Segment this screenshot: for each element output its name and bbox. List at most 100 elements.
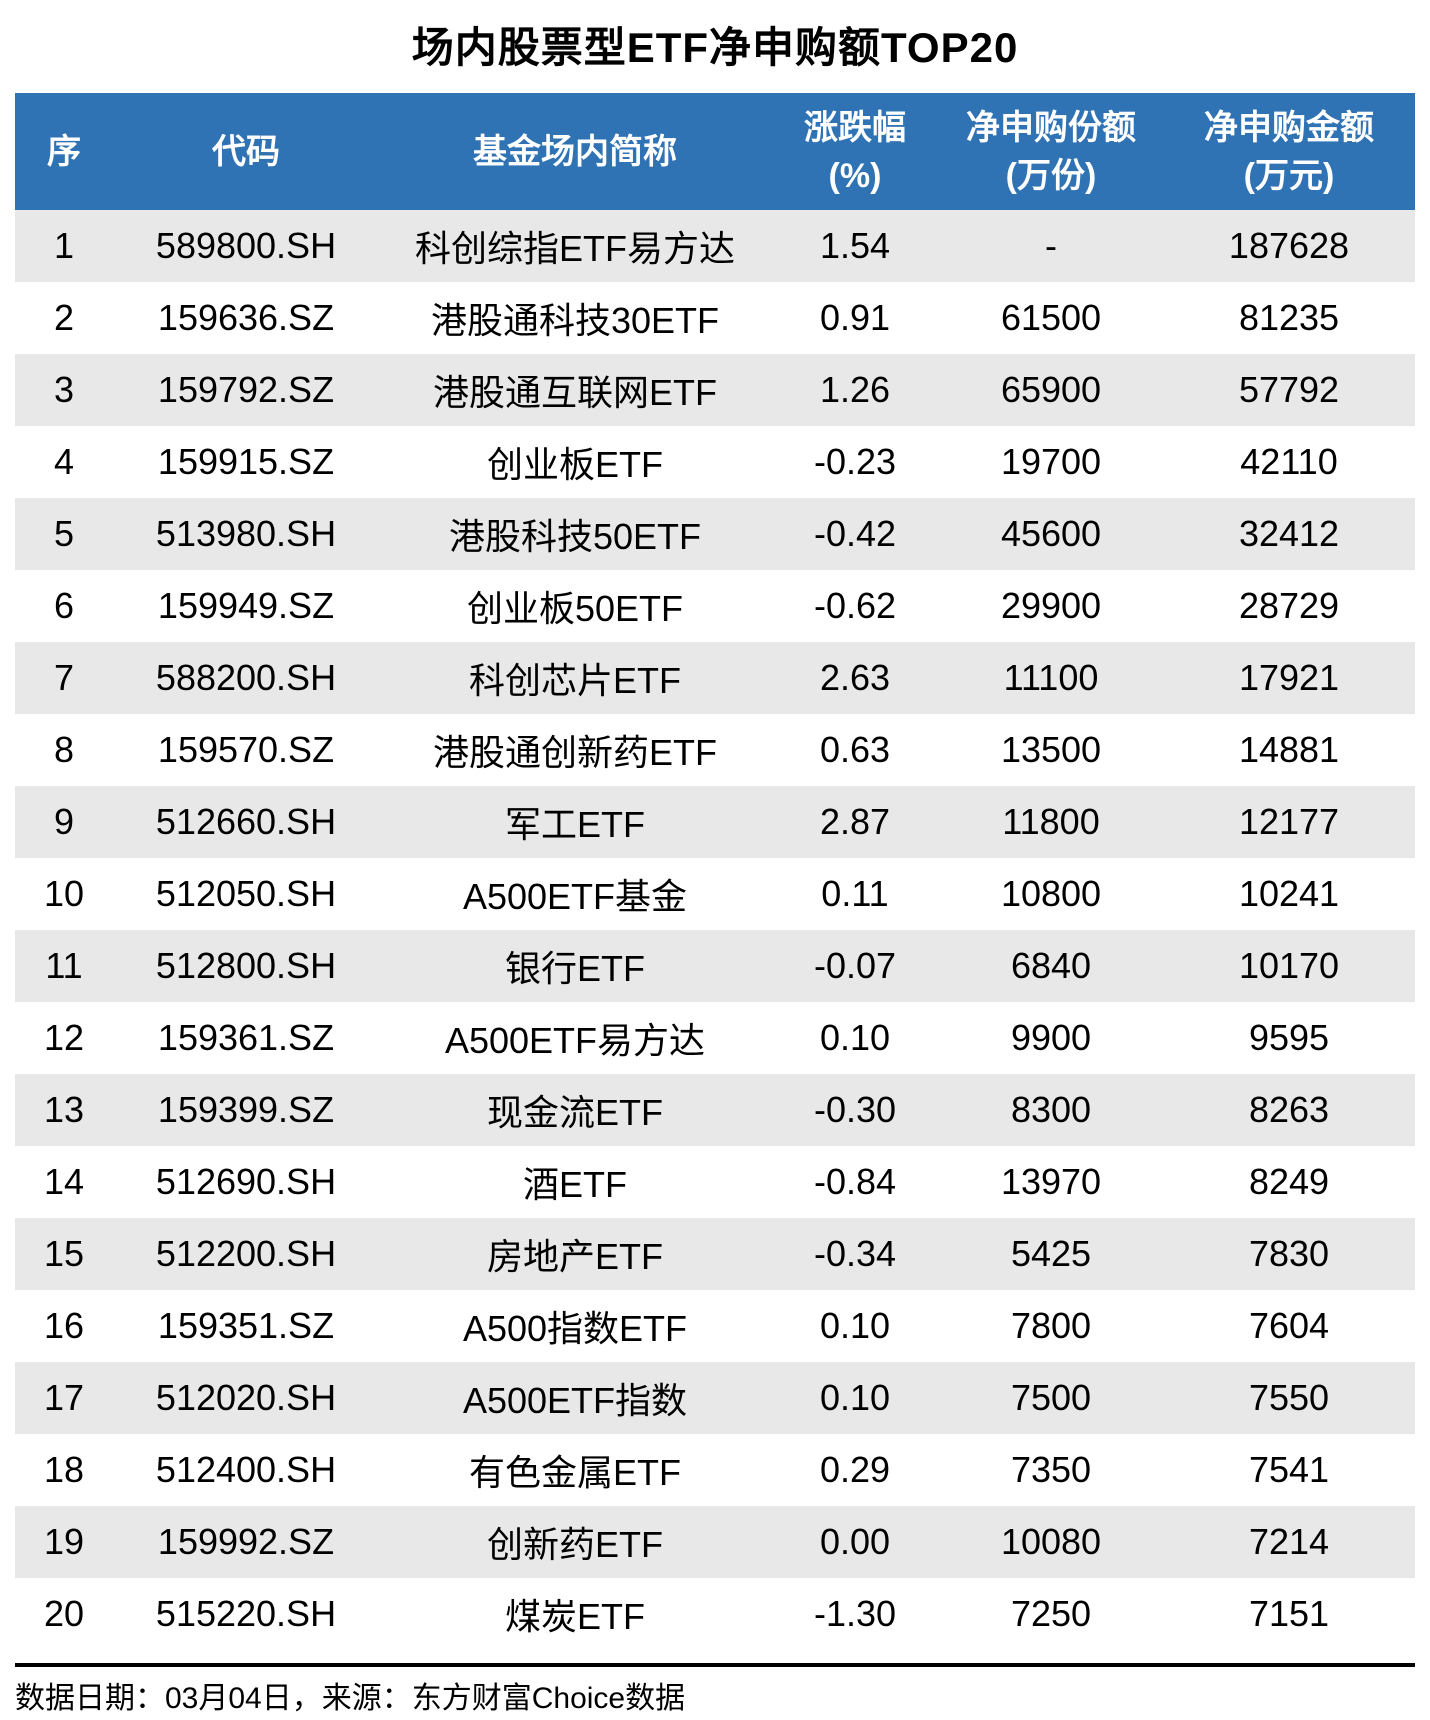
table-row: 6 159949.SZ 创业板50ETF -0.62 29900 28729 [15,570,1415,642]
cell-code: 159792.SZ [157,369,335,410]
cell-shares: 7350 [1010,1449,1092,1490]
header-amount-unit: (万元) [1243,156,1335,195]
cell-change: 0.10 [819,1305,891,1346]
table-row: 15 512200.SH 房地产ETF -0.34 5425 7830 [15,1218,1415,1290]
table-row: 10 512050.SH A500ETF基金 0.11 10800 10241 [15,858,1415,930]
cell-change: -0.62 [813,585,897,626]
table-row: 7 588200.SH 科创芯片ETF 2.63 11100 17921 [15,642,1415,714]
cell-amount: 81235 [1238,297,1340,338]
cell-name: A500ETF易方达 [444,1020,706,1061]
header-shares-label: 净申购份额 [966,108,1136,147]
cell-name: 科创芯片ETF [469,660,681,701]
cell-name: 现金流ETF [487,1092,663,1133]
cell-code: 159636.SZ [157,297,335,338]
cell-code: 159399.SZ [157,1089,335,1130]
header-name-label: 基金场内简称 [473,132,677,171]
cell-rank: 11 [45,945,83,986]
cell-amount: 7604 [1248,1305,1330,1346]
cell-rank: 7 [53,657,75,698]
cell-shares: - [1045,225,1057,266]
header-code-label: 代码 [212,132,280,171]
cell-change: -0.23 [813,441,897,482]
cell-amount: 8249 [1248,1161,1330,1202]
cell-name: 港股通互联网ETF [433,372,717,413]
etf-net-subscription-table: 序 代码 基金场内简称 涨跌幅 (%) 净申购份额 (万份) 净申购金额 (万元… [15,93,1415,1650]
cell-rank: 18 [43,1449,85,1490]
table-row: 16 159351.SZ A500指数ETF 0.10 7800 7604 [15,1290,1415,1362]
cell-rank: 16 [43,1305,85,1346]
cell-amount: 10170 [1238,945,1340,986]
column-header-shares: 净申购份额 (万份) [939,93,1163,210]
cell-code: 159570.SZ [157,729,335,770]
cell-amount: 42110 [1240,441,1338,482]
cell-change: 2.87 [819,801,891,842]
table-header: 序 代码 基金场内简称 涨跌幅 (%) 净申购份额 (万份) 净申购金额 (万元… [15,93,1415,210]
cell-amount: 7151 [1248,1593,1330,1634]
table-body: 1 589800.SH 科创综指ETF易方达 1.54 - 187628 2 159636.S… [15,210,1415,1650]
table-row: 11 512800.SH 银行ETF -0.07 6840 10170 [15,930,1415,1002]
table-row: 17 512020.SH A500ETF指数 0.10 7500 7550 [15,1362,1415,1434]
header-shares-unit: (万份) [1005,156,1097,195]
table-row: 9 512660.SH 军工ETF 2.87 11800 12177 [15,786,1415,858]
cell-code: 159949.SZ [157,585,335,626]
header-change-unit: (%) [828,156,882,195]
cell-change: -0.34 [813,1233,897,1274]
cell-name: 煤炭ETF [505,1596,645,1637]
cell-amount: 8263 [1248,1089,1330,1130]
cell-code: 512690.SH [155,1161,337,1202]
cell-rank: 3 [53,369,75,410]
cell-name: 创新药ETF [487,1524,663,1565]
cell-amount: 57792 [1238,369,1340,410]
cell-change: 1.54 [819,225,891,266]
page-title: 场内股票型ETF净申购额TOP20 [411,24,1019,71]
cell-shares: 13970 [1000,1161,1102,1202]
cell-rank: 10 [43,873,85,914]
cell-shares: 45600 [1000,513,1102,554]
cell-code: 159915.SZ [157,441,335,482]
cell-shares: 9900 [1010,1017,1092,1058]
cell-amount: 7550 [1248,1377,1330,1418]
table-row: 13 159399.SZ 现金流ETF -0.30 8300 8263 [15,1074,1415,1146]
header-change-label: 涨跌幅 [804,108,906,147]
cell-shares: 5425 [1010,1233,1092,1274]
cell-rank: 15 [43,1233,85,1274]
cell-amount: 12177 [1238,801,1340,842]
cell-shares: 7800 [1010,1305,1092,1346]
header-amount-label: 净申购金额 [1204,108,1374,147]
column-header-name: 基金场内简称 [379,93,771,210]
cell-code: 513980.SH [155,513,337,554]
cell-amount: 7541 [1248,1449,1330,1490]
cell-change: 0.00 [819,1521,891,1562]
cell-rank: 2 [53,297,75,338]
cell-amount: 9595 [1248,1017,1330,1058]
cell-code: 512400.SH [155,1449,337,1490]
cell-change: 0.63 [819,729,891,770]
cell-code: 588200.SH [155,657,337,698]
cell-name: 有色金属ETF [469,1452,681,1493]
cell-shares: 7250 [1010,1593,1092,1634]
data-source-note: 数据日期：03月04日，来源：东方财富Choice数据 [15,1663,1415,1717]
table-row: 3 159792.SZ 港股通互联网ETF 1.26 65900 57792 [15,354,1415,426]
cell-change: 1.26 [819,369,891,410]
cell-shares: 65900 [1000,369,1102,410]
cell-name: 军工ETF [505,804,645,845]
cell-code: 512020.SH [155,1377,337,1418]
cell-code: 159351.SZ [157,1305,335,1346]
cell-rank: 17 [43,1377,85,1418]
cell-amount: 14881 [1238,729,1340,770]
cell-name: 银行ETF [505,948,645,989]
cell-name: 创业板ETF [487,444,663,485]
cell-name: 港股通科技30ETF [430,300,720,341]
cell-amount: 187628 [1228,225,1350,266]
cell-code: 159992.SZ [157,1521,335,1562]
cell-shares: 11100 [1003,657,1099,698]
cell-code: 159361.SZ [157,1017,335,1058]
cell-shares: 29900 [1000,585,1102,626]
header-row: 序 代码 基金场内简称 涨跌幅 (%) 净申购份额 (万份) 净申购金额 (万元… [15,93,1415,210]
table-row: 5 513980.SH 港股科技50ETF -0.42 45600 32412 [15,498,1415,570]
cell-code: 589800.SH [155,225,337,266]
cell-rank: 13 [43,1089,85,1130]
cell-name: 酒ETF [523,1164,627,1205]
table-row: 2 159636.SZ 港股通科技30ETF 0.91 61500 81235 [15,282,1415,354]
column-header-change: 涨跌幅 (%) [771,93,939,210]
